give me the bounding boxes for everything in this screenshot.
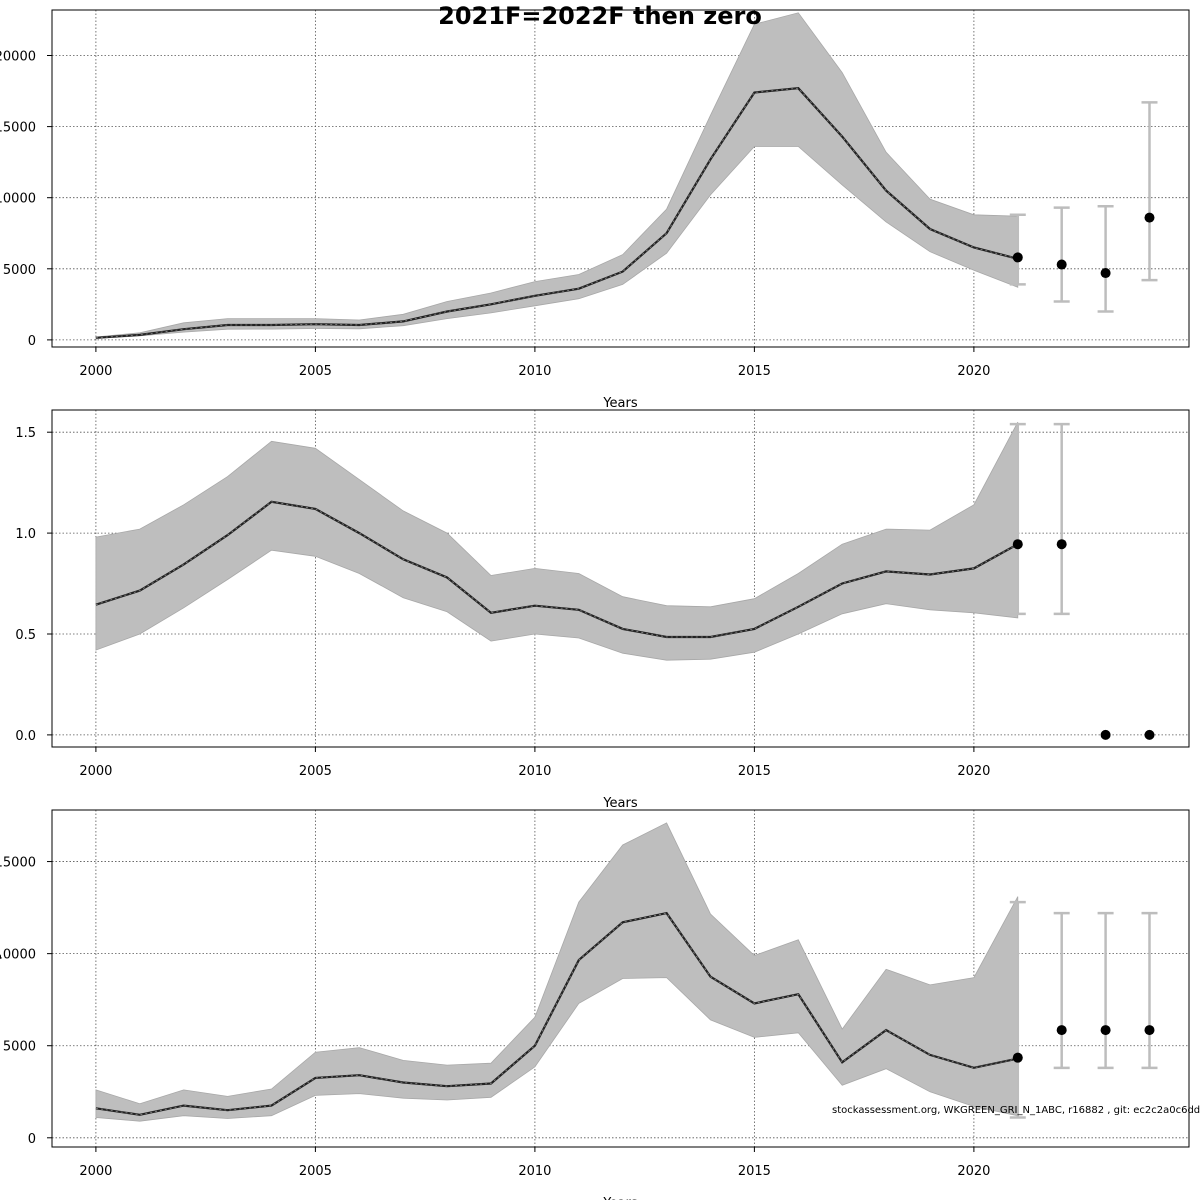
recruits-plot-frame	[51, 809, 1190, 1148]
recruits-ytick-label-2: 10000	[0, 948, 36, 963]
ssb-xtick-label-2015: 2015	[738, 364, 771, 379]
recruits-ytick-label-1: 5000	[3, 1040, 36, 1055]
fbar-xtick-label-2020: 2020	[957, 764, 990, 779]
fbar-forecast-point-2024	[1144, 729, 1155, 740]
footer-credit: stockassessment.org, WKGREEN_GRI_N_1ABC,…	[832, 1105, 1200, 1116]
ssb-ytick-label-4: 20000	[0, 50, 36, 65]
ssb-ytick-label-2: 10000	[0, 192, 36, 207]
recruits-forecast-point-2024	[1144, 1025, 1155, 1036]
recruits-xtick-label-2000: 2000	[79, 1164, 112, 1179]
ssb-plot-frame	[51, 9, 1190, 348]
ssb-xtick-label-2005: 2005	[299, 364, 332, 379]
recruits-forecast-2023	[1097, 911, 1114, 1070]
fbar-plot-frame	[51, 409, 1190, 748]
recruits-xtick-label-2020: 2020	[957, 1164, 990, 1179]
recruits-panel: 2000 2005 2010 2015 2020 0 5000 10000 15000 Years…	[0, 809, 1190, 1200]
recruits-forecast-point-2022	[1056, 1025, 1067, 1036]
fbar-xaxis-label: Years	[602, 796, 638, 811]
recruits-xtick-label-2005: 2005	[299, 1164, 332, 1179]
fbar-forecast-point-2021	[1012, 539, 1023, 550]
ssb-forecast-point-2024	[1144, 212, 1155, 223]
ssb-yaxis-label: SSB	[0, 166, 2, 191]
ssb-estimate-line	[95, 87, 1019, 339]
fbar-ytick-label-2: 1.0	[15, 527, 36, 542]
recruits-yaxis-label: Recruits (age 1)	[0, 927, 2, 1031]
fbar-forecast-2021	[1009, 422, 1026, 616]
recruits-xtick-label-2010: 2010	[518, 1164, 551, 1179]
recruits-ytick-label-3: 15000	[0, 856, 36, 871]
fbar-forecast-point-2022	[1056, 539, 1067, 550]
ssb-panel: 2000 2005 2010 2015 2020 0 5000 10000 15000 20000…	[0, 9, 1190, 411]
ssb-forecast-2023	[1097, 204, 1114, 313]
recruits-forecast-2024	[1141, 911, 1158, 1070]
ssb-forecast-2021	[1009, 213, 1026, 286]
fbar-estimate-line-dots	[95, 501, 1018, 638]
fbar-forecast-2022	[1053, 422, 1070, 616]
recruits-ytick-label-0: 0	[28, 1132, 36, 1147]
chart-title: 2021F=2022F then zero	[438, 2, 762, 30]
fbar-ytick-label-3: 1.5	[15, 426, 36, 441]
ssb-forecast-2022	[1053, 206, 1070, 303]
fbar-xtick-label-2015: 2015	[738, 764, 771, 779]
ssb-confidence-band	[95, 12, 1019, 339]
fbar-forecast-2024	[1144, 729, 1155, 740]
fbar-xtick-label-2000: 2000	[79, 764, 112, 779]
ssb-xtick-label-2020: 2020	[957, 364, 990, 379]
recruits-xtick-label-2015: 2015	[738, 1164, 771, 1179]
ssb-forecast-point-2021	[1012, 252, 1023, 263]
ssb-ytick-label-3: 15000	[0, 121, 36, 136]
ssb-xtick-label-2000: 2000	[79, 364, 112, 379]
recruits-xaxis-label: Years	[602, 1196, 638, 1200]
fbar-forecast-point-2023	[1100, 729, 1111, 740]
ssb-xtick-label-2010: 2010	[518, 364, 551, 379]
recruits-forecast-2022	[1053, 911, 1070, 1070]
recruits-forecast-point-2021	[1012, 1052, 1023, 1063]
fbar-panel: 2000 2005 2010 2015 2020 0.0 0.5 1.0 1.5 Years Fba…	[0, 409, 1190, 811]
fbar-ytick-label-0: 0.0	[15, 729, 36, 744]
fbar-ytick-label-1: 0.5	[15, 628, 36, 643]
fbar-confidence-band	[95, 421, 1019, 661]
ssb-ytick-label-0: 0	[28, 334, 36, 349]
ssb-forecast-point-2023	[1100, 268, 1111, 279]
recruits-estimate-line-dots	[95, 912, 1018, 1116]
fbar-forecast-2023	[1100, 729, 1111, 740]
ssb-forecast-2024	[1141, 101, 1158, 282]
recruits-forecast-2021	[1009, 900, 1026, 1119]
ssb-xaxis-label: Years	[602, 396, 638, 411]
fbar-xtick-label-2010: 2010	[518, 764, 551, 779]
recruits-confidence-band	[95, 822, 1019, 1122]
fbar-yaxis-label: Fbar(2-4)	[0, 548, 2, 608]
ssb-forecast-point-2022	[1056, 259, 1067, 270]
fbar-xtick-label-2005: 2005	[299, 764, 332, 779]
ssb-ytick-label-1: 5000	[3, 263, 36, 278]
recruits-forecast-point-2023	[1100, 1025, 1111, 1036]
